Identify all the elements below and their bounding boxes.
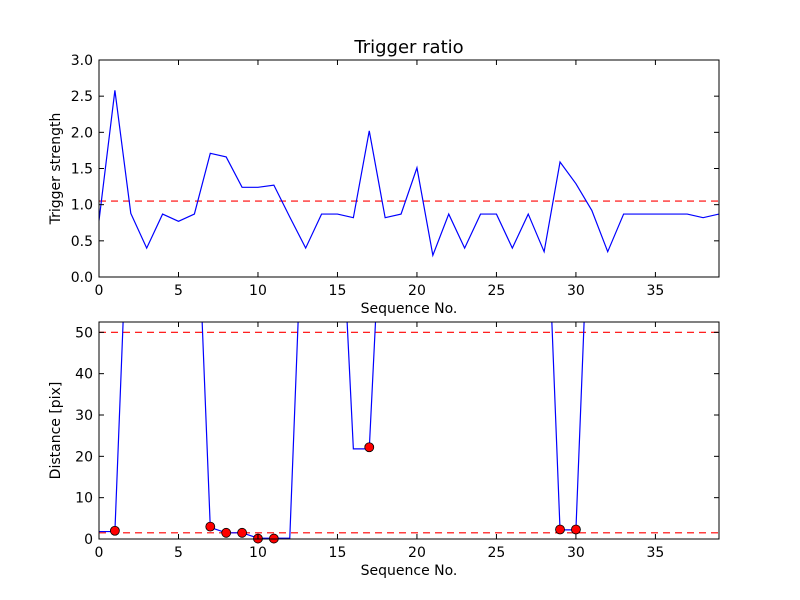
data-point-marker xyxy=(205,521,216,532)
x-axis-label: Sequence No. xyxy=(361,563,458,579)
x-tick-label: 10 xyxy=(249,545,267,561)
y-tick-label: 0.0 xyxy=(71,270,93,286)
x-tick-label: 10 xyxy=(249,283,267,299)
data-point-marker xyxy=(221,527,232,538)
series-line-1 xyxy=(99,90,719,258)
x-tick-label: 0 xyxy=(95,283,104,299)
x-tick-label: 20 xyxy=(408,545,426,561)
x-tick-label: 35 xyxy=(646,283,664,299)
y-tick-label: 1.5 xyxy=(71,162,93,178)
y-tick-label: 3.0 xyxy=(71,53,93,69)
axes-frame xyxy=(98,59,720,278)
axes-frame xyxy=(98,321,720,540)
data-point-marker xyxy=(109,525,120,536)
y-tick-label: 1.0 xyxy=(71,198,93,214)
data-point-marker xyxy=(571,524,581,535)
x-tick-label: 15 xyxy=(329,545,347,561)
y-tick-label: 30 xyxy=(75,408,93,424)
figure-title: Trigger ratio xyxy=(353,37,463,58)
x-tick-label: 0 xyxy=(95,545,104,561)
y-tick-label: 2.5 xyxy=(71,89,93,105)
x-tick-label: 15 xyxy=(329,283,347,299)
x-tick-label: 30 xyxy=(567,545,585,561)
x-tick-label: 25 xyxy=(488,545,506,561)
data-point-marker xyxy=(237,527,247,538)
x-axis-label: Sequence No. xyxy=(361,301,458,317)
y-axis-label: Distance [pix] xyxy=(48,382,64,480)
x-tick-label: 35 xyxy=(646,545,664,561)
data-point-marker xyxy=(364,442,375,453)
x-tick-label: 20 xyxy=(408,283,426,299)
distance-plot: 0 5 10 15 20 25 30 35 0 10 20 30 40 50 Sequence No. Dis… xyxy=(48,321,720,579)
y-tick-label: 20 xyxy=(75,449,93,465)
y-tick-label: 0 xyxy=(84,532,93,548)
y-tick-label: 0.5 xyxy=(71,234,93,250)
x-tick-label: 30 xyxy=(567,283,585,299)
x-tick-label: 5 xyxy=(174,283,183,299)
y-axis-label: Trigger strength xyxy=(48,113,64,226)
data-point-marker xyxy=(555,524,565,535)
trigger-strength-plot: 0 5 10 15 20 25 30 35 0.0 0.5 1.0 1.5 2.0 2.5 3.0 Seque… xyxy=(48,53,720,317)
y-tick-label: 2.0 xyxy=(71,125,93,141)
y-tick-label: 10 xyxy=(75,491,93,507)
y-tick-label: 50 xyxy=(75,325,93,341)
y-tick-label: 40 xyxy=(75,367,93,383)
x-tick-label: 5 xyxy=(174,545,183,561)
x-tick-label: 25 xyxy=(488,283,506,299)
